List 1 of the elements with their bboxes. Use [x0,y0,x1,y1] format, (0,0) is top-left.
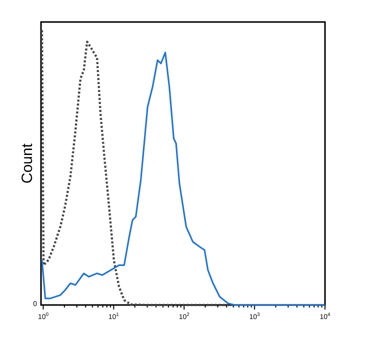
y-axis-title: Count [19,142,36,184]
